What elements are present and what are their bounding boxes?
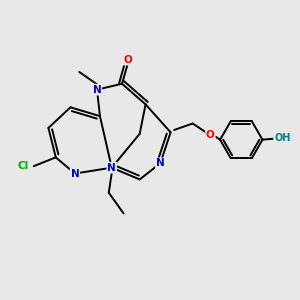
Text: N: N bbox=[107, 163, 116, 173]
Text: N: N bbox=[93, 85, 101, 94]
Text: Cl: Cl bbox=[18, 161, 29, 171]
Text: OH: OH bbox=[274, 133, 290, 143]
Text: O: O bbox=[206, 130, 215, 140]
Text: O: O bbox=[124, 55, 132, 64]
Text: N: N bbox=[156, 158, 165, 168]
Text: N: N bbox=[70, 169, 79, 178]
